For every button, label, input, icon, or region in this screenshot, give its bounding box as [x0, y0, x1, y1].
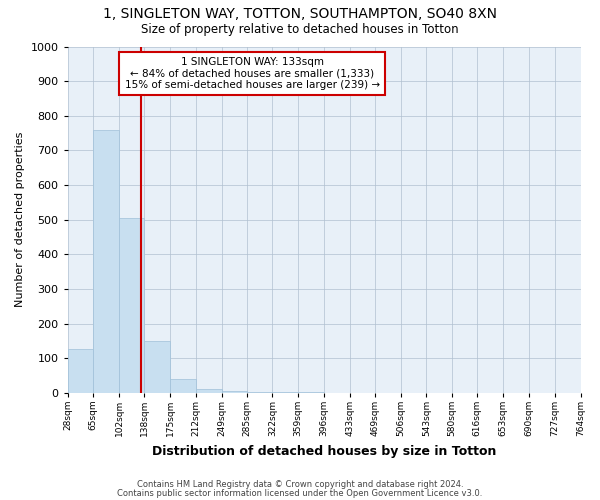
Bar	[196, 390, 221, 393]
Text: 1 SINGLETON WAY: 133sqm
← 84% of detached houses are smaller (1,333)
15% of semi: 1 SINGLETON WAY: 133sqm ← 84% of detache…	[125, 57, 380, 90]
Bar	[298, 392, 324, 393]
Bar	[170, 379, 196, 393]
Bar	[247, 392, 272, 393]
Text: 1, SINGLETON WAY, TOTTON, SOUTHAMPTON, SO40 8XN: 1, SINGLETON WAY, TOTTON, SOUTHAMPTON, S…	[103, 8, 497, 22]
Bar	[119, 218, 144, 393]
Bar	[221, 391, 247, 393]
Bar	[272, 392, 298, 393]
Y-axis label: Number of detached properties: Number of detached properties	[15, 132, 25, 308]
Bar	[68, 349, 94, 393]
Bar	[94, 130, 119, 393]
Text: Size of property relative to detached houses in Totton: Size of property relative to detached ho…	[141, 22, 459, 36]
Text: Contains public sector information licensed under the Open Government Licence v3: Contains public sector information licen…	[118, 488, 482, 498]
X-axis label: Distribution of detached houses by size in Totton: Distribution of detached houses by size …	[152, 444, 496, 458]
Bar	[144, 341, 170, 393]
Text: Contains HM Land Registry data © Crown copyright and database right 2024.: Contains HM Land Registry data © Crown c…	[137, 480, 463, 489]
